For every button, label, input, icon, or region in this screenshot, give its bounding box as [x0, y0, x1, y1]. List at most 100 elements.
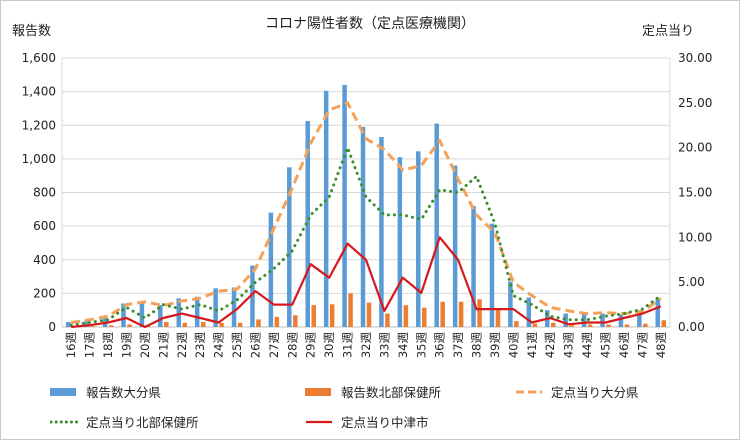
line-series-1: [69, 146, 663, 327]
x-tick-label: 38週: [470, 332, 484, 359]
x-tick-label: 46週: [617, 332, 631, 359]
bar: [90, 326, 95, 327]
bar: [287, 167, 292, 327]
bar: [250, 265, 255, 327]
x-tick-label: 21週: [156, 332, 170, 359]
x-tick-label: 42週: [543, 332, 557, 359]
bar: [231, 287, 237, 327]
x-tick-label: 48週: [654, 332, 668, 359]
bar: [495, 308, 501, 327]
x-tick-label: 29週: [304, 332, 318, 359]
y-right-tick-label: 25.00: [678, 96, 712, 110]
y-left-tick-label: 800: [33, 186, 56, 200]
legend-swatch: [50, 420, 78, 423]
bar: [655, 299, 661, 327]
bar: [139, 303, 145, 327]
bar: [508, 281, 513, 327]
x-tick-label: 16週: [64, 332, 78, 359]
bar: [526, 297, 532, 327]
bar: [403, 305, 409, 327]
legend-swatch: [306, 420, 332, 423]
legend-label: 定点当り北部保健所: [86, 415, 199, 430]
legend-swatch: [305, 387, 331, 396]
bar: [637, 310, 642, 327]
bar: [563, 313, 568, 327]
bar-series-0: [65, 84, 661, 328]
y-right-tick-label: 0.00: [678, 320, 705, 334]
x-tick-label: 30週: [322, 332, 336, 359]
bar: [600, 313, 605, 327]
bar: [65, 321, 71, 327]
bar: [194, 296, 200, 327]
bar: [348, 293, 353, 327]
y-left-tick-label: 0: [48, 320, 56, 334]
bar: [550, 322, 556, 327]
y-left-tick-label: 1,000: [22, 152, 56, 166]
bar: [434, 123, 439, 327]
x-tick-label: 37週: [451, 332, 465, 359]
bar: [440, 301, 445, 327]
bar: [182, 322, 188, 327]
bar: [471, 205, 476, 327]
bar: [323, 90, 329, 327]
bar: [360, 126, 366, 328]
x-tick-label: 32週: [359, 332, 373, 359]
bar: [158, 305, 163, 327]
bar: [379, 137, 384, 327]
bar: [458, 301, 464, 327]
x-tick-label: 35週: [414, 332, 428, 359]
bar: [624, 324, 630, 327]
y-right-tick-label: 15.00: [678, 186, 712, 200]
x-tick-label: 47週: [635, 332, 649, 359]
x-tick-label: 34週: [396, 332, 410, 359]
y-left-tick-label: 200: [33, 286, 56, 300]
bar: [176, 298, 182, 327]
y-left-tick-label: 1,200: [22, 118, 56, 132]
x-tick-label: 24週: [212, 332, 226, 359]
x-tick-label: 19週: [119, 332, 133, 359]
legend-item: 報告数大分県: [50, 382, 161, 401]
line-series-2: [71, 236, 662, 329]
bar: [164, 321, 169, 327]
y-left-tick-label: 400: [33, 253, 56, 267]
bar: [643, 323, 648, 327]
bar: [219, 322, 224, 327]
legend-swatch: [50, 387, 76, 396]
bar: [422, 307, 427, 327]
bar: [397, 157, 403, 327]
y-left-tick-label: 600: [33, 219, 56, 233]
x-tick-label: 27週: [267, 332, 281, 359]
bar: [84, 320, 89, 327]
x-tick-label: 44週: [580, 332, 594, 359]
bar: [532, 323, 538, 327]
legend-item: 定点当り北部保健所: [50, 412, 199, 431]
x-tick-label: 40週: [506, 332, 520, 359]
bar: [366, 302, 372, 327]
legend-label: 報告数大分県: [86, 385, 162, 400]
line-series-0: [70, 101, 662, 324]
y-left-tick-label: 1,400: [22, 85, 56, 99]
y-left-tick-label: 1,600: [22, 51, 56, 65]
bar: [606, 324, 611, 327]
bar: [452, 165, 458, 327]
x-tick-label: 18週: [101, 332, 115, 359]
bar: [569, 325, 574, 327]
x-tick-label: 31週: [341, 332, 355, 359]
legend-item: 定点当り大分県: [515, 382, 639, 401]
bar: [268, 212, 274, 327]
x-tick-label: 39週: [488, 332, 502, 359]
x-tick-label: 17週: [83, 332, 97, 359]
bar: [385, 313, 390, 327]
y-right-tick-label: 20.00: [678, 141, 712, 155]
bar: [200, 321, 206, 327]
bar: [329, 304, 335, 327]
legend-item: 定点当り中津市: [305, 412, 429, 431]
bar: [108, 325, 114, 327]
bar: [293, 315, 298, 327]
bar: [274, 316, 280, 327]
bar: [661, 320, 667, 327]
bar: [311, 305, 316, 327]
y-right-tick-label: 30.00: [678, 51, 712, 65]
x-tick-label: 20週: [138, 332, 152, 359]
